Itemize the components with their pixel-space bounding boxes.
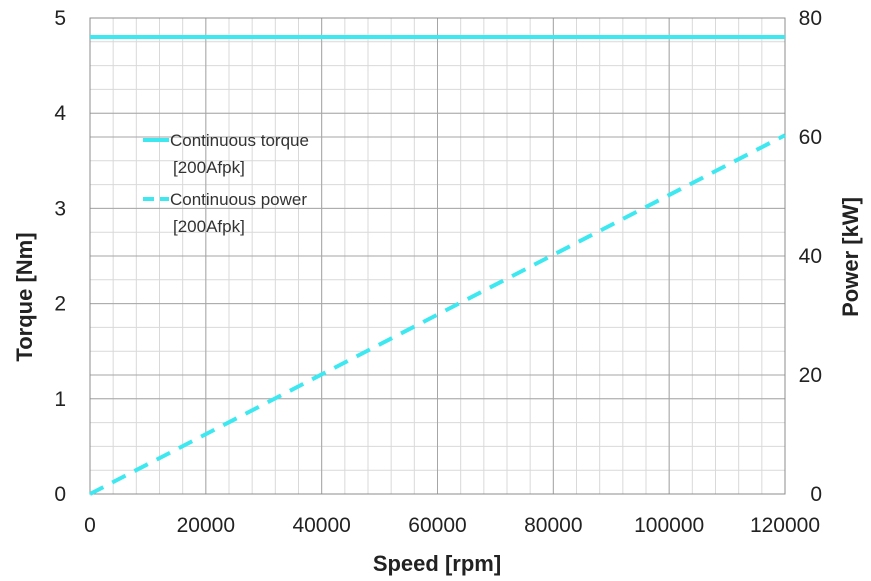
- x-tick-label: 0: [84, 514, 96, 537]
- legend-label: [200Afpk]: [173, 158, 245, 177]
- y-left-axis-title: Torque [Nm]: [12, 232, 37, 361]
- plot-area-border: [89, 17, 786, 495]
- y-left-tick-label: 2: [54, 293, 66, 316]
- y-right-axis-ticks: 0 20 40 60 80: [799, 7, 822, 506]
- x-axis-ticks: 0 20000 40000 60000 80000 100000 120000: [84, 514, 820, 537]
- x-axis-title: Speed [rpm]: [373, 551, 501, 576]
- y-right-tick-label: 60: [799, 126, 822, 149]
- x-tick-label: 80000: [524, 514, 582, 537]
- x-tick-label: 120000: [750, 514, 820, 537]
- y-right-axis-title: Power [kW]: [838, 197, 863, 317]
- y-left-axis-ticks: 0 1 2 3 4 5: [54, 7, 66, 506]
- x-tick-label: 40000: [292, 514, 350, 537]
- y-right-tick-label: 40: [799, 245, 822, 268]
- y-left-tick-label: 0: [54, 483, 66, 506]
- legend-label: [200Afpk]: [173, 217, 245, 236]
- x-tick-label: 20000: [177, 514, 235, 537]
- legend-label: Continuous torque: [170, 131, 309, 150]
- y-right-tick-label: 20: [799, 364, 822, 387]
- y-left-tick-label: 4: [54, 102, 66, 125]
- y-right-tick-label: 80: [799, 7, 822, 30]
- y-left-tick-label: 5: [54, 7, 66, 30]
- y-left-tick-label: 1: [54, 388, 66, 411]
- x-tick-label: 100000: [634, 514, 704, 537]
- x-tick-label: 60000: [408, 514, 466, 537]
- y-right-tick-label: 0: [810, 483, 822, 506]
- grid: [90, 18, 785, 494]
- power-series-line: [89, 133, 786, 496]
- legend-label: Continuous power: [170, 190, 307, 209]
- y-left-tick-label: 3: [54, 197, 66, 220]
- legend: Continuous torque [200Afpk] Continuous pow…: [143, 131, 309, 236]
- series: [89, 35, 786, 496]
